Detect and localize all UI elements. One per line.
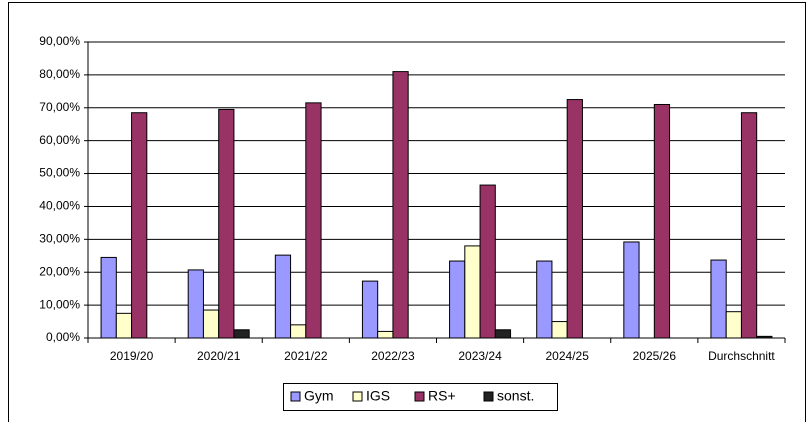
y-tick-label: 40,00% (39, 199, 80, 213)
bar (464, 245, 481, 339)
x-tick-label: 2022/23 (371, 349, 415, 363)
legend-label: IGS (366, 388, 390, 404)
bar (536, 260, 553, 339)
bar (740, 112, 758, 339)
y-tick-label: 20,00% (39, 264, 80, 278)
y-tick-label: 0,00% (46, 330, 80, 344)
y-tick-label: 90,00% (39, 34, 80, 48)
y-tick-label: 70,00% (39, 100, 80, 114)
bar (710, 259, 727, 339)
bar (494, 329, 512, 339)
x-tick-label: 2024/25 (545, 349, 589, 363)
bar (479, 184, 496, 339)
bar (115, 312, 133, 339)
y-tick-label: 50,00% (39, 166, 80, 180)
bar (290, 324, 307, 339)
bar (392, 71, 409, 339)
x-tick-label: Durchschnitt (708, 349, 775, 363)
legend-swatch (414, 391, 425, 402)
y-tick-label: 10,00% (39, 297, 80, 311)
bar (551, 321, 568, 339)
bar (361, 280, 379, 339)
bar (653, 103, 671, 339)
bar (218, 108, 235, 339)
bar (131, 112, 148, 339)
bar (100, 256, 117, 339)
bar (449, 260, 466, 339)
bar (566, 99, 583, 339)
bar (623, 241, 640, 339)
bar (187, 269, 204, 339)
x-tick-label: 2023/24 (458, 349, 502, 363)
x-tick-label: 2025/26 (633, 349, 677, 363)
y-tick-label: 30,00% (39, 232, 80, 246)
legend-swatch (290, 391, 301, 402)
bar (725, 311, 742, 339)
bar (305, 102, 322, 339)
bar (377, 330, 394, 339)
x-tick-label: 2020/21 (197, 349, 241, 363)
bar (274, 254, 292, 339)
legend-swatch (483, 391, 494, 402)
legend-label: sonst. (497, 388, 534, 404)
legend-label: RS+ (428, 388, 456, 404)
legend-label: Gym (304, 388, 334, 404)
x-tick-label: 2019/20 (110, 349, 154, 363)
y-tick-label: 60,00% (39, 133, 80, 147)
x-tick-label: 2021/22 (284, 349, 328, 363)
bar (233, 329, 250, 339)
legend-swatch (352, 391, 363, 402)
bar (202, 309, 220, 339)
y-tick-label: 80,00% (39, 67, 80, 81)
